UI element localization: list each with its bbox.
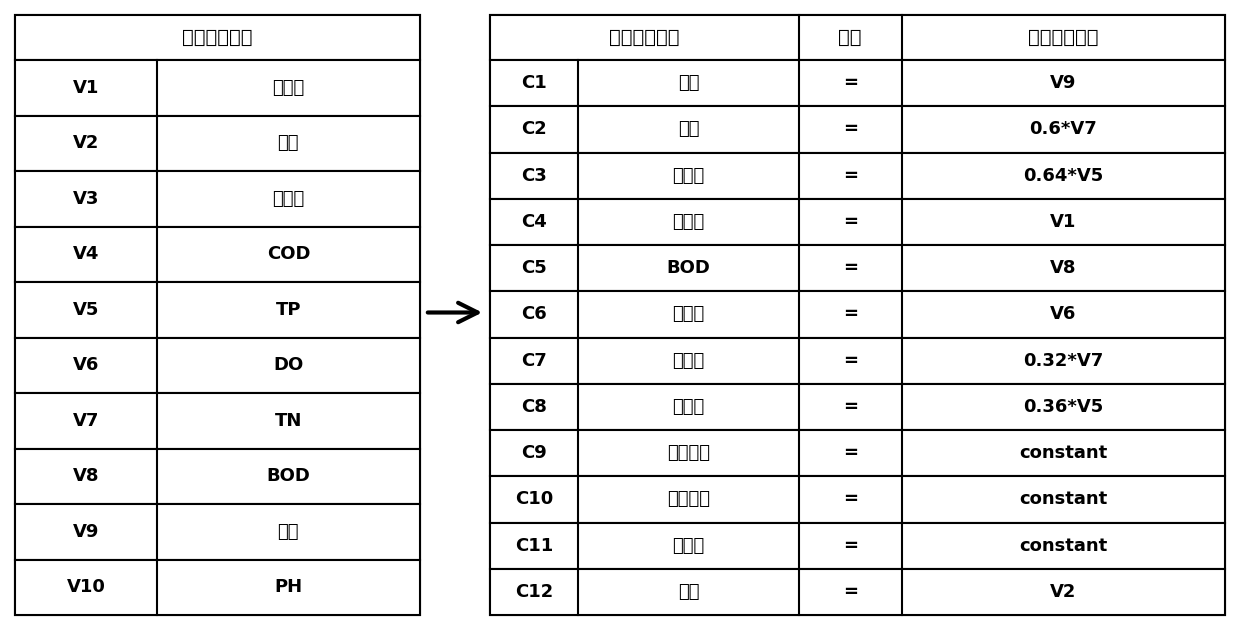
Bar — [15, 171, 420, 226]
Bar — [15, 15, 420, 615]
Text: 溶解氧: 溶解氧 — [672, 306, 704, 323]
Text: V2: V2 — [73, 134, 99, 152]
Text: =: = — [843, 74, 858, 92]
Text: 有机磷: 有机磷 — [672, 398, 704, 416]
Text: =: = — [843, 398, 858, 416]
Text: =: = — [843, 121, 858, 138]
Text: C6: C6 — [521, 306, 547, 323]
Text: =: = — [843, 537, 858, 554]
Text: constant: constant — [1019, 444, 1107, 462]
Text: 氨氮: 氨氮 — [678, 74, 699, 92]
Bar — [490, 245, 1225, 291]
Text: V9: V9 — [1050, 74, 1076, 92]
Text: V7: V7 — [73, 412, 99, 430]
Text: 透明度: 透明度 — [273, 190, 305, 208]
Text: 无机磷: 无机磷 — [672, 167, 704, 184]
Bar — [15, 15, 420, 60]
Text: 反演模型参数: 反演模型参数 — [1028, 28, 1099, 47]
Bar — [490, 60, 1225, 106]
Bar — [490, 106, 1225, 152]
Text: V4: V4 — [73, 245, 99, 263]
Text: 硝氮: 硝氮 — [678, 121, 699, 138]
Text: TN: TN — [275, 412, 303, 430]
Text: V6: V6 — [1050, 306, 1076, 323]
Text: =: = — [843, 352, 858, 369]
Text: 叶绿素: 叶绿素 — [273, 79, 305, 97]
Text: V2: V2 — [1050, 583, 1076, 601]
Bar — [15, 393, 420, 449]
Bar — [490, 15, 1225, 615]
Text: TP: TP — [275, 301, 301, 319]
Text: 有机氮: 有机氮 — [672, 352, 704, 369]
Text: constant: constant — [1019, 537, 1107, 554]
Text: V8: V8 — [73, 468, 99, 485]
Bar — [15, 338, 420, 393]
Text: 水温: 水温 — [678, 583, 699, 601]
Text: 河蚌类: 河蚌类 — [672, 537, 704, 554]
Text: C9: C9 — [521, 444, 547, 462]
Text: C4: C4 — [521, 213, 547, 231]
Text: constant: constant — [1019, 491, 1107, 508]
Text: =: = — [843, 213, 858, 231]
Bar — [490, 430, 1225, 476]
Text: 0.32*V7: 0.32*V7 — [1023, 352, 1104, 369]
Text: =: = — [843, 259, 858, 277]
Text: =: = — [843, 583, 858, 601]
Text: V3: V3 — [73, 190, 99, 208]
Text: C8: C8 — [521, 398, 547, 416]
Text: 浮游动物: 浮游动物 — [667, 444, 711, 462]
Text: PH: PH — [274, 578, 303, 596]
Text: V1: V1 — [1050, 213, 1076, 231]
Text: DO: DO — [273, 356, 304, 374]
Text: C12: C12 — [515, 583, 553, 601]
Text: 预测模型参数: 预测模型参数 — [609, 28, 680, 47]
Text: 叶绿素: 叶绿素 — [672, 213, 704, 231]
Text: C10: C10 — [515, 491, 553, 508]
Bar — [490, 476, 1225, 522]
Text: V10: V10 — [67, 578, 105, 596]
Bar — [15, 559, 420, 615]
Bar — [15, 60, 420, 116]
Bar — [490, 569, 1225, 615]
Bar — [15, 116, 420, 171]
Text: 反演模型参数: 反演模型参数 — [182, 28, 253, 47]
Text: V8: V8 — [1050, 259, 1076, 277]
Bar — [490, 152, 1225, 199]
Text: 关系: 关系 — [838, 28, 862, 47]
Bar — [490, 291, 1225, 338]
Text: C3: C3 — [521, 167, 547, 184]
Text: 0.36*V5: 0.36*V5 — [1023, 398, 1104, 416]
Bar — [490, 338, 1225, 384]
Text: C2: C2 — [521, 121, 547, 138]
Text: =: = — [843, 444, 858, 462]
Text: 氨氮: 氨氮 — [278, 522, 299, 541]
Bar — [15, 504, 420, 559]
Text: =: = — [843, 306, 858, 323]
Text: 0.64*V5: 0.64*V5 — [1023, 167, 1104, 184]
Text: V6: V6 — [73, 356, 99, 374]
Bar — [490, 15, 1225, 60]
Text: C7: C7 — [521, 352, 547, 369]
Text: C1: C1 — [521, 74, 547, 92]
Text: BOD: BOD — [667, 259, 711, 277]
Bar — [15, 282, 420, 338]
Text: =: = — [843, 491, 858, 508]
Text: C5: C5 — [521, 259, 547, 277]
Text: V9: V9 — [73, 522, 99, 541]
Bar — [490, 384, 1225, 430]
Text: =: = — [843, 167, 858, 184]
Text: V1: V1 — [73, 79, 99, 97]
Text: 水温: 水温 — [278, 134, 299, 152]
Bar — [490, 199, 1225, 245]
Text: BOD: BOD — [267, 468, 310, 485]
Text: C11: C11 — [515, 537, 553, 554]
Bar — [15, 449, 420, 504]
Text: COD: COD — [267, 245, 310, 263]
Text: 食肉鱼类: 食肉鱼类 — [667, 491, 711, 508]
Text: 0.6*V7: 0.6*V7 — [1029, 121, 1097, 138]
Bar — [15, 226, 420, 282]
Text: V5: V5 — [73, 301, 99, 319]
Bar — [490, 522, 1225, 569]
